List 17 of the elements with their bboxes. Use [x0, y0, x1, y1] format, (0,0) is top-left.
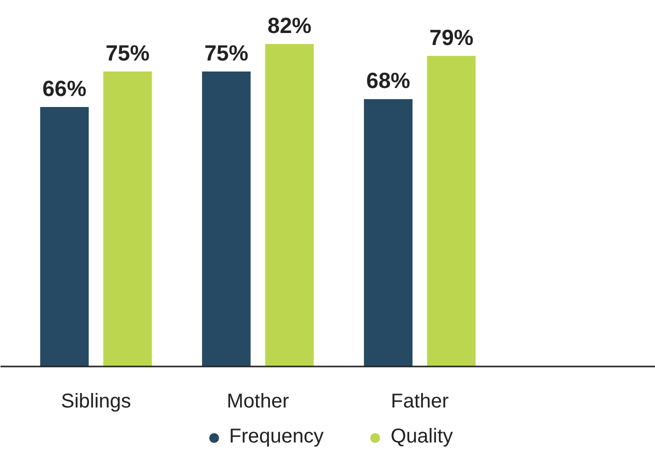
data-label: 75% — [106, 40, 150, 66]
data-label: 68% — [366, 68, 410, 94]
legend-label: Frequency — [229, 426, 324, 448]
bar — [103, 72, 152, 366]
data-label: 82% — [267, 13, 312, 38]
legend-label: Quality — [390, 426, 453, 448]
bar — [364, 99, 413, 366]
x-tick-label: Siblings — [60, 390, 132, 412]
bar — [40, 106, 89, 366]
bar — [427, 56, 476, 366]
bar — [265, 44, 314, 366]
data-label: 66% — [42, 76, 86, 101]
bar — [202, 72, 251, 366]
x-tick-label: Father — [390, 390, 450, 412]
x-tick-label: Mother — [226, 390, 290, 412]
data-label: 75% — [204, 40, 248, 66]
data-label: 79% — [429, 24, 474, 50]
